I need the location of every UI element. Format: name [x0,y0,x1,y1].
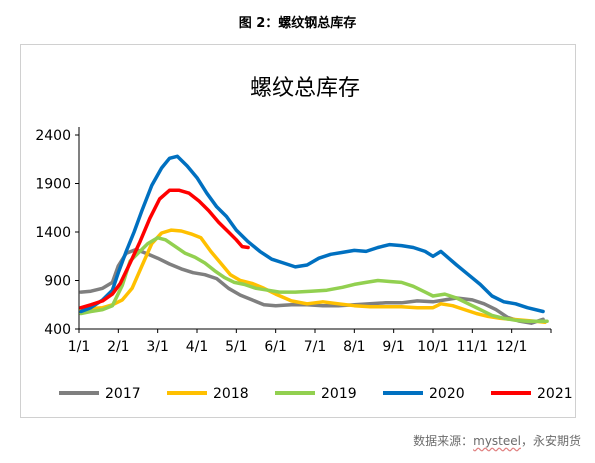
x-tick-label: 8/1 [343,339,366,355]
series-line-2020 [79,154,545,314]
source-suffix: ，永安期货 [520,434,581,448]
y-tick-label: 1400 [35,225,71,241]
source-link: mysteel [473,434,521,448]
x-tick-label: 9/1 [382,339,405,355]
series-line-2019 [79,236,549,323]
x-tick-label: 5/1 [225,339,248,355]
x-tick-label: 10/1 [417,339,448,355]
source-prefix: 数据来源： [413,434,474,448]
x-tick-label: 1/1 [68,339,91,355]
x-tick-label: 7/1 [304,339,327,355]
x-tick-label: 6/1 [264,339,287,355]
series-line-2018 [79,228,547,324]
series-line-2021 [79,188,250,310]
legend-label-2021: 2021 [537,386,573,402]
y-tick-label: 2400 [35,128,71,144]
legend-label-2017: 2017 [105,386,141,402]
x-tick-label: 11/1 [457,339,488,355]
line-chart: 螺纹总库存 400 900 1400 1900 2400 1/1 2/1 3/1 4/1 5/1 6/… [35,76,573,402]
legend-label-2019: 2019 [321,386,357,402]
figure-caption: 图 2：螺纹钢总库存 [238,16,357,31]
source-note: 数据来源：mysteel，永安期货 [413,432,581,449]
x-tick-label: 3/1 [146,339,169,355]
chart-title: 螺纹总库存 [250,76,360,101]
x-tick-label: 4/1 [186,339,209,355]
legend-label-2018: 2018 [213,386,249,402]
y-tick-label: 400 [44,322,71,338]
y-tick-label: 1900 [35,177,71,193]
y-tick-label: 900 [44,274,71,290]
x-tick-label: 12/1 [496,339,527,355]
chart-frame: 螺纹总库存 400 900 1400 1900 2400 1/1 2/1 3/1 4/1 5/1 6/… [20,44,576,418]
x-tick-label: 2/1 [107,339,130,355]
legend-label-2020: 2020 [429,386,465,402]
